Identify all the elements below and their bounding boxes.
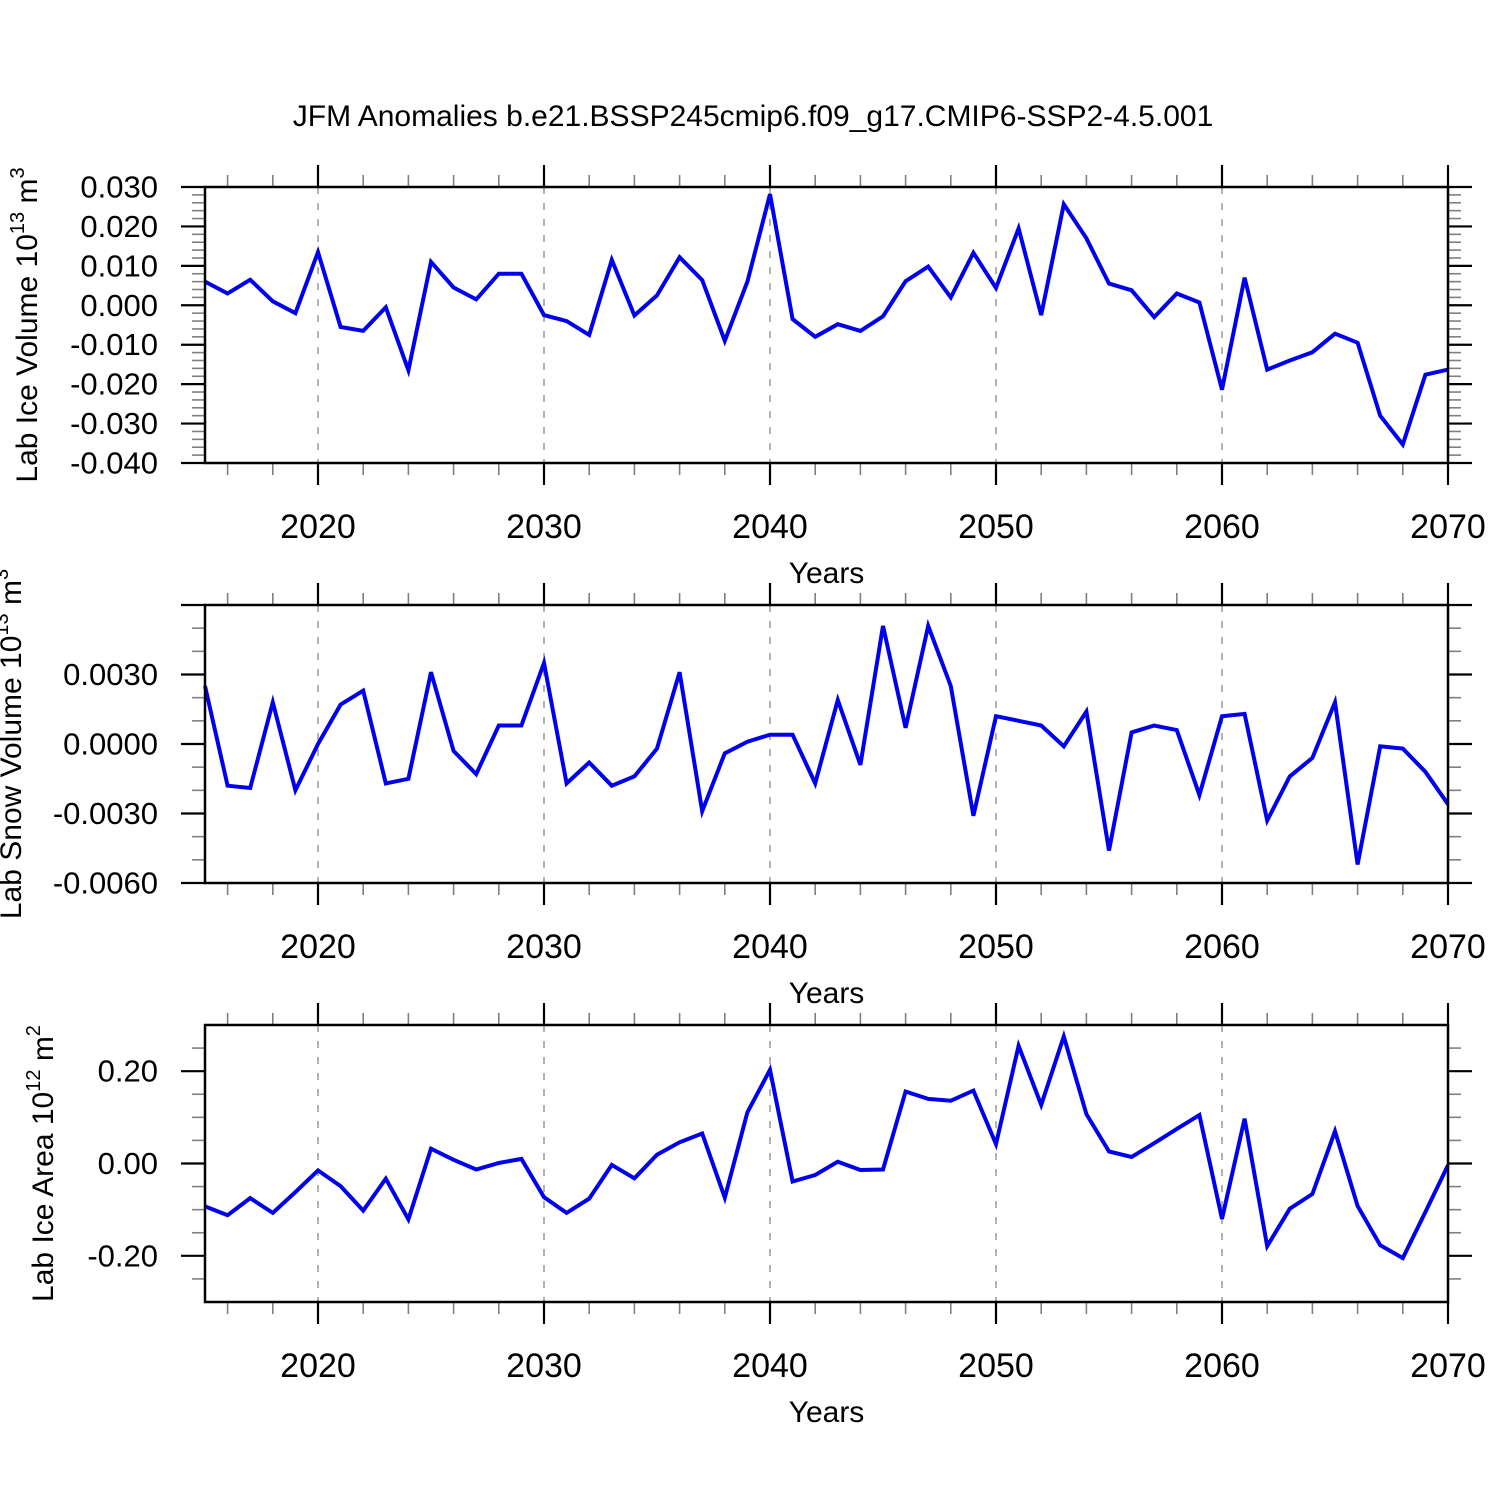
plot-frame-lab-snow-volume (203, 603, 1450, 885)
x-axis-title: Years (789, 557, 865, 590)
y-axis-title-text: m (0, 580, 28, 613)
y-axis-title-text: m (27, 1036, 60, 1069)
x-axis-title: Years (789, 1396, 865, 1429)
x-tick-label: 2030 (506, 1347, 582, 1385)
y-tick-label: 0.020 (80, 209, 158, 244)
x-tick-label: 2070 (1410, 928, 1486, 966)
y-tick-label: 0.000 (80, 288, 158, 323)
y-axis-title-exponent: 12 (23, 1070, 45, 1092)
x-tick-label: 2070 (1410, 1347, 1486, 1385)
x-tick-label: 2020 (280, 928, 356, 966)
x-tick-label: 2060 (1184, 928, 1260, 966)
y-tick-label: -0.20 (87, 1238, 158, 1273)
y-tick-label: 0.030 (80, 170, 158, 205)
x-tick-label: 2020 (280, 508, 356, 546)
y-axis-title-exponent: 3 (7, 167, 29, 178)
x-tick-label: 2030 (506, 508, 582, 546)
x-tick-label: 2040 (732, 928, 808, 966)
y-tick-label: 0.20 (98, 1054, 158, 1089)
y-axis-title-exponent: 2 (23, 1025, 45, 1036)
y-axis-title-lab-snow-volume: Lab Snow Volume 1013 m3 (0, 569, 28, 919)
y-tick-label: 0.00 (98, 1146, 158, 1181)
series-line-lab-ice-area (204, 1029, 1450, 1261)
y-tick-label: 0.010 (80, 248, 158, 283)
x-tick-label: 2020 (280, 1347, 356, 1385)
y-tick-label: -0.020 (70, 367, 158, 402)
y-tick-label: -0.0030 (53, 796, 158, 831)
x-tick-label: 2060 (1184, 1347, 1260, 1385)
y-tick-label: -0.030 (70, 406, 158, 441)
y-axis-title-exponent: 13 (0, 613, 13, 635)
x-tick-label: 2040 (732, 508, 808, 546)
y-axis-title-text: m (11, 179, 44, 212)
y-tick-label: 0.0000 (63, 727, 158, 762)
x-tick-label: 2030 (506, 928, 582, 966)
series-line-lab-snow-volume (203, 618, 1450, 865)
figure-title: JFM Anomalies b.e21.BSSP245cmip6.f09_g17… (292, 100, 1214, 133)
y-tick-label: -0.010 (70, 327, 158, 362)
x-tick-label: 2050 (958, 508, 1034, 546)
y-axis-title-lab-ice-volume: Lab Ice Volume 1013 m3 (7, 167, 44, 482)
plot-frame-lab-ice-area (203, 1023, 1450, 1304)
y-axis-title-exponent: 13 (7, 212, 29, 234)
y-tick-label: -0.040 (70, 446, 158, 481)
y-tick-label: -0.0060 (53, 866, 158, 901)
x-tick-label: 2070 (1410, 508, 1486, 546)
y-axis-title-text: Lab Ice Volume 10 (11, 234, 44, 483)
y-axis-title-lab-ice-area: Lab Ice Area 1012 m2 (23, 1025, 60, 1302)
y-tick-label: 0.0030 (63, 657, 158, 692)
y-axis-title-exponent: 3 (0, 569, 13, 580)
plot-frame-lab-ice-volume (203, 185, 1450, 465)
series-line-lab-ice-volume (204, 193, 1449, 449)
x-tick-label: 2060 (1184, 508, 1260, 546)
y-axis-title-text: Lab Snow Volume 10 (0, 636, 28, 920)
x-tick-label: 2050 (958, 928, 1034, 966)
y-axis-title-text: Lab Ice Area 10 (27, 1092, 60, 1302)
x-tick-label: 2040 (732, 1347, 808, 1385)
x-axis-title: Years (789, 977, 865, 1010)
x-tick-label: 2050 (958, 1347, 1034, 1385)
